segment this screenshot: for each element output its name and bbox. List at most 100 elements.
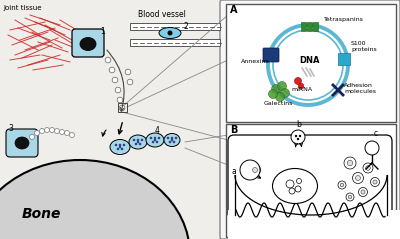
Circle shape (123, 144, 125, 146)
Text: Annexins: Annexins (241, 59, 270, 64)
Circle shape (298, 83, 304, 89)
FancyArrowPatch shape (102, 130, 106, 136)
Circle shape (346, 193, 354, 201)
Ellipse shape (146, 133, 164, 147)
Text: Adhesion
molecules: Adhesion molecules (344, 83, 376, 94)
Circle shape (340, 183, 344, 187)
Circle shape (127, 79, 133, 85)
Ellipse shape (129, 135, 147, 149)
Circle shape (168, 31, 172, 36)
Bar (338, 53, 350, 65)
Circle shape (171, 137, 173, 139)
Text: Bone: Bone (22, 207, 61, 221)
Bar (130, 23, 220, 30)
Bar (130, 39, 220, 46)
Bar (313, 22, 318, 31)
Ellipse shape (164, 134, 180, 147)
Circle shape (137, 139, 139, 141)
Circle shape (296, 179, 302, 184)
Circle shape (297, 138, 299, 140)
Bar (301, 22, 306, 31)
Circle shape (105, 57, 111, 63)
Bar (226, 4, 396, 122)
Circle shape (363, 163, 373, 173)
Circle shape (173, 141, 175, 143)
Circle shape (54, 129, 60, 134)
FancyArrowPatch shape (118, 123, 122, 134)
Circle shape (295, 135, 297, 137)
FancyArrowPatch shape (295, 143, 298, 147)
FancyArrowPatch shape (258, 176, 261, 178)
Circle shape (40, 129, 44, 134)
Text: 2: 2 (183, 22, 188, 31)
Text: 4: 4 (155, 126, 160, 135)
Circle shape (154, 139, 156, 141)
Circle shape (115, 144, 117, 146)
FancyArrowPatch shape (300, 143, 302, 146)
Ellipse shape (110, 140, 130, 154)
Circle shape (358, 188, 368, 196)
Bar (226, 124, 396, 237)
Circle shape (117, 97, 123, 103)
Circle shape (64, 130, 70, 136)
Text: c: c (374, 129, 378, 138)
Circle shape (70, 132, 74, 137)
Circle shape (299, 135, 301, 137)
Circle shape (294, 77, 302, 85)
Ellipse shape (0, 160, 190, 239)
Text: 1: 1 (100, 27, 105, 36)
Circle shape (169, 141, 171, 143)
Circle shape (338, 181, 346, 189)
Text: DNA: DNA (300, 55, 320, 65)
Circle shape (276, 92, 284, 102)
Text: Joint tissue: Joint tissue (3, 5, 42, 11)
Circle shape (273, 30, 343, 100)
Text: B: B (230, 125, 237, 135)
Circle shape (119, 146, 121, 148)
Circle shape (156, 141, 158, 143)
Circle shape (344, 157, 356, 169)
Circle shape (289, 188, 295, 194)
FancyBboxPatch shape (228, 135, 392, 219)
Circle shape (286, 180, 294, 188)
Text: A: A (230, 5, 238, 15)
Circle shape (158, 137, 160, 139)
FancyBboxPatch shape (220, 0, 400, 239)
Text: a: a (232, 167, 237, 176)
Circle shape (152, 141, 154, 143)
FancyBboxPatch shape (72, 29, 104, 57)
Circle shape (348, 195, 352, 199)
Circle shape (34, 130, 40, 136)
Circle shape (268, 25, 348, 105)
Circle shape (150, 137, 152, 139)
Text: miRNA: miRNA (292, 87, 312, 92)
Text: S100
proteins: S100 proteins (351, 41, 377, 52)
Circle shape (50, 127, 54, 132)
Circle shape (154, 137, 156, 139)
Circle shape (135, 143, 137, 145)
Circle shape (272, 85, 280, 93)
Circle shape (365, 141, 379, 155)
Circle shape (171, 139, 173, 141)
Circle shape (115, 87, 121, 93)
Circle shape (252, 168, 258, 173)
Circle shape (112, 77, 118, 83)
Circle shape (125, 69, 131, 75)
Bar (307, 22, 312, 31)
Circle shape (121, 148, 123, 150)
Circle shape (141, 139, 143, 141)
FancyArrowPatch shape (107, 50, 124, 111)
Circle shape (167, 137, 169, 139)
FancyBboxPatch shape (263, 48, 279, 62)
FancyBboxPatch shape (6, 129, 38, 157)
Text: Galectins: Galectins (264, 101, 293, 106)
Circle shape (280, 88, 290, 98)
Text: b: b (296, 120, 302, 129)
Circle shape (356, 175, 360, 180)
Circle shape (175, 137, 177, 139)
Circle shape (137, 141, 139, 143)
Text: Blood vessel: Blood vessel (138, 10, 186, 19)
Circle shape (291, 130, 305, 144)
Circle shape (366, 166, 370, 170)
Circle shape (60, 130, 64, 135)
